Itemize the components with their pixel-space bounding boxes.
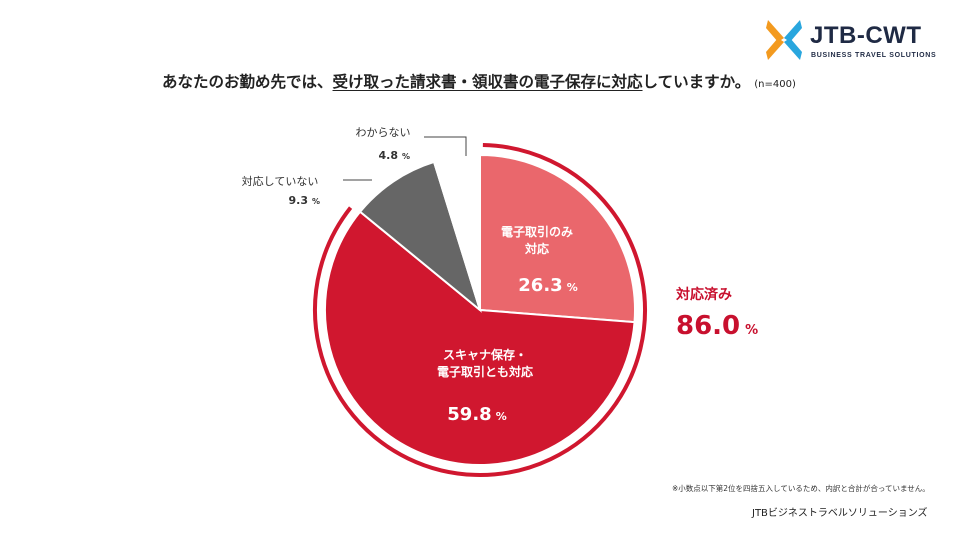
slice-label-2-1: スキャナ保存・	[443, 347, 527, 362]
summary-value: 86.0%	[676, 311, 758, 341]
slice-unit-1: %	[567, 281, 578, 294]
slice-unit-2: %	[496, 410, 507, 423]
logo-tagline: BUSINESS TRAVEL SOLUTIONS	[811, 52, 937, 59]
slice-label-4: わからない	[356, 126, 411, 139]
pie-slice-2	[324, 210, 636, 466]
logo-mark-icon	[766, 20, 802, 60]
pie-slice-4	[432, 153, 481, 311]
footnote: ※小数点以下第2位を四捨五入しているため、内訳と合計が合っていません。	[672, 484, 930, 493]
slice-value-3: 9.3%	[288, 194, 320, 207]
pie-slice-3	[358, 160, 482, 313]
slice-value-4: 4.8%	[378, 149, 410, 162]
title-suffix: していますか。	[642, 73, 751, 91]
jtb-cwt-logo: JTB-CWT BUSINESS TRAVEL SOLUTIONS	[764, 18, 937, 66]
leader-line-4	[424, 136, 467, 156]
slice-label-2-2: 電子取引とも対応	[437, 364, 533, 379]
pie-slice-1	[479, 153, 636, 324]
logo-brand: JTB-CWT	[810, 22, 922, 49]
summary-unit: %	[745, 323, 758, 338]
slice-unit-4: %	[402, 152, 410, 161]
company-name: JTBビジネストラベルソリューションズ	[752, 508, 928, 519]
slice-label-1-1: 電子取引のみ	[501, 225, 573, 239]
title-underlined: 受け取った請求書・領収書の電子保存に対応	[332, 73, 643, 91]
title-prefix: あなたのお勤め先では、	[162, 73, 333, 91]
sample-size: (n=400)	[754, 79, 796, 90]
slice-label-3: 対応していない	[242, 174, 319, 188]
slice-unit-3: %	[312, 197, 320, 206]
summary-arc	[313, 143, 647, 477]
slice-label-1-2: 対応	[524, 241, 549, 256]
summary-label: 対応済み	[675, 286, 732, 303]
page-title: あなたのお勤め先では、受け取った請求書・領収書の電子保存に対応していますか。 (n…	[162, 70, 882, 92]
